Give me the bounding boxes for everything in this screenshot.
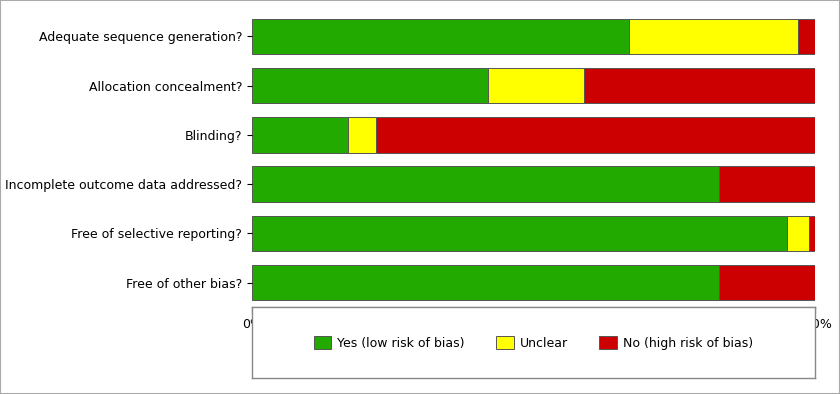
Bar <box>375 117 815 153</box>
Bar <box>798 19 815 54</box>
Bar <box>584 68 815 104</box>
Bar <box>252 19 629 54</box>
Bar <box>252 117 348 153</box>
Bar <box>348 117 375 153</box>
Legend: Yes (low risk of bias), Unclear, No (high risk of bias): Yes (low risk of bias), Unclear, No (hig… <box>307 329 759 356</box>
Bar <box>719 265 815 301</box>
Bar <box>786 216 809 251</box>
Bar <box>488 68 584 104</box>
Bar <box>809 216 815 251</box>
Bar <box>629 19 798 54</box>
Bar <box>252 216 786 251</box>
Bar <box>252 68 488 104</box>
Bar <box>252 265 719 301</box>
Bar <box>252 167 719 202</box>
Bar <box>719 167 815 202</box>
